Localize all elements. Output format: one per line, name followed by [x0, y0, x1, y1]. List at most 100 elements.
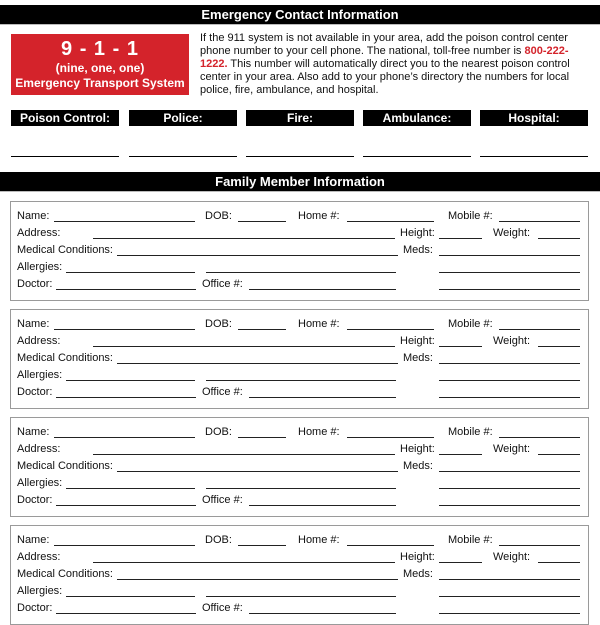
- fill-in-line[interactable]: [117, 363, 398, 364]
- fill-in-line[interactable]: [347, 437, 434, 438]
- fill-in-line[interactable]: [238, 545, 286, 546]
- fill-in-line[interactable]: [54, 329, 195, 330]
- intro-text-2: This number will automatically direct yo…: [200, 58, 570, 96]
- mobile-label: Mobile #:: [448, 426, 493, 438]
- contact-label-police: Police:: [129, 110, 237, 126]
- address-label: Address:: [17, 335, 61, 347]
- contact-phone-line[interactable]: [129, 156, 237, 157]
- fill-in-line[interactable]: [117, 255, 398, 256]
- fill-in-line[interactable]: [206, 380, 396, 381]
- fill-in-line[interactable]: [439, 613, 580, 614]
- fill-in-line[interactable]: [439, 363, 580, 364]
- family-member-card: Name: DOB: Home #: Mobile #: Address: Height:…: [10, 309, 589, 409]
- fill-in-line[interactable]: [439, 579, 580, 580]
- fill-in-line[interactable]: [117, 579, 398, 580]
- allergies-label: Allergies:: [17, 261, 63, 273]
- contact-label-poisoncontrol: Poison Control:: [11, 110, 119, 126]
- contact-phone-line[interactable]: [480, 156, 588, 157]
- doctor-label: Doctor:: [17, 278, 53, 290]
- contact-phone-line[interactable]: [246, 156, 354, 157]
- fill-in-line[interactable]: [117, 471, 398, 472]
- fill-in-line[interactable]: [499, 221, 580, 222]
- fill-in-line[interactable]: [439, 397, 580, 398]
- fill-in-line[interactable]: [439, 488, 580, 489]
- poison-control-phone: 800-222-1222.: [200, 45, 569, 70]
- fill-in-line[interactable]: [347, 329, 434, 330]
- contact-label-fire: Fire:: [246, 110, 354, 126]
- fill-in-line[interactable]: [238, 329, 286, 330]
- intro-text-1: If the 911 system is not available in yo…: [200, 32, 568, 57]
- home-label: Home #:: [298, 210, 340, 222]
- fill-in-line[interactable]: [93, 562, 395, 563]
- fill-in-line[interactable]: [66, 596, 195, 597]
- fill-in-line[interactable]: [206, 488, 396, 489]
- fill-in-line[interactable]: [66, 272, 195, 273]
- fill-in-line[interactable]: [439, 346, 482, 347]
- fill-in-line[interactable]: [538, 346, 580, 347]
- dob-label: DOB:: [205, 426, 232, 438]
- medical-label: Medical Conditions:: [17, 352, 113, 364]
- emergency-number-spelled: (nine, one, one): [55, 61, 145, 75]
- fill-in-line[interactable]: [439, 238, 482, 239]
- height-label: Height:: [400, 443, 435, 455]
- fill-in-line[interactable]: [249, 289, 396, 290]
- fill-in-line[interactable]: [347, 545, 434, 546]
- fill-in-line[interactable]: [66, 488, 195, 489]
- fill-in-line[interactable]: [439, 505, 580, 506]
- fill-in-line[interactable]: [206, 596, 396, 597]
- emergency-system-label: Emergency Transport System: [15, 76, 185, 90]
- fill-in-line[interactable]: [66, 380, 195, 381]
- doctor-label: Doctor:: [17, 494, 53, 506]
- allergies-label: Allergies:: [17, 585, 63, 597]
- fill-in-line[interactable]: [249, 505, 396, 506]
- fill-in-line[interactable]: [54, 545, 195, 546]
- fill-in-line[interactable]: [347, 221, 434, 222]
- mobile-label: Mobile #:: [448, 210, 493, 222]
- fill-in-line[interactable]: [56, 505, 196, 506]
- height-label: Height:: [400, 227, 435, 239]
- fill-in-line[interactable]: [439, 562, 482, 563]
- fill-in-line[interactable]: [538, 454, 580, 455]
- fill-in-line[interactable]: [56, 613, 196, 614]
- family-member-card: Name: DOB: Home #: Mobile #: Address: Height:…: [10, 201, 589, 301]
- fill-in-line[interactable]: [499, 329, 580, 330]
- fill-in-line[interactable]: [54, 221, 195, 222]
- weight-label: Weight:: [493, 227, 531, 239]
- fill-in-line[interactable]: [54, 437, 195, 438]
- fill-in-line[interactable]: [249, 397, 396, 398]
- dob-label: DOB:: [205, 318, 232, 330]
- home-label: Home #:: [298, 426, 340, 438]
- meds-label: Meds:: [403, 568, 433, 580]
- fill-in-line[interactable]: [439, 380, 580, 381]
- fill-in-line[interactable]: [206, 272, 396, 273]
- fill-in-line[interactable]: [238, 221, 286, 222]
- address-label: Address:: [17, 227, 61, 239]
- office-label: Office #:: [202, 278, 243, 290]
- fill-in-line[interactable]: [538, 562, 580, 563]
- emergency-contact-header: Emergency Contact Information: [0, 5, 600, 25]
- office-label: Office #:: [202, 602, 243, 614]
- fill-in-line[interactable]: [439, 255, 580, 256]
- address-label: Address:: [17, 443, 61, 455]
- office-label: Office #:: [202, 386, 243, 398]
- fill-in-line[interactable]: [439, 272, 580, 273]
- fill-in-line[interactable]: [439, 454, 482, 455]
- dob-label: DOB:: [205, 210, 232, 222]
- fill-in-line[interactable]: [238, 437, 286, 438]
- fill-in-line[interactable]: [439, 596, 580, 597]
- fill-in-line[interactable]: [93, 238, 395, 239]
- fill-in-line[interactable]: [499, 437, 580, 438]
- fill-in-line[interactable]: [439, 289, 580, 290]
- fill-in-line[interactable]: [56, 289, 196, 290]
- contact-phone-line[interactable]: [11, 156, 119, 157]
- meds-label: Meds:: [403, 352, 433, 364]
- fill-in-line[interactable]: [439, 471, 580, 472]
- fill-in-line[interactable]: [538, 238, 580, 239]
- fill-in-line[interactable]: [499, 545, 580, 546]
- fill-in-line[interactable]: [249, 613, 396, 614]
- contact-phone-line[interactable]: [363, 156, 471, 157]
- fill-in-line[interactable]: [56, 397, 196, 398]
- mobile-label: Mobile #:: [448, 534, 493, 546]
- fill-in-line[interactable]: [93, 346, 395, 347]
- fill-in-line[interactable]: [93, 454, 395, 455]
